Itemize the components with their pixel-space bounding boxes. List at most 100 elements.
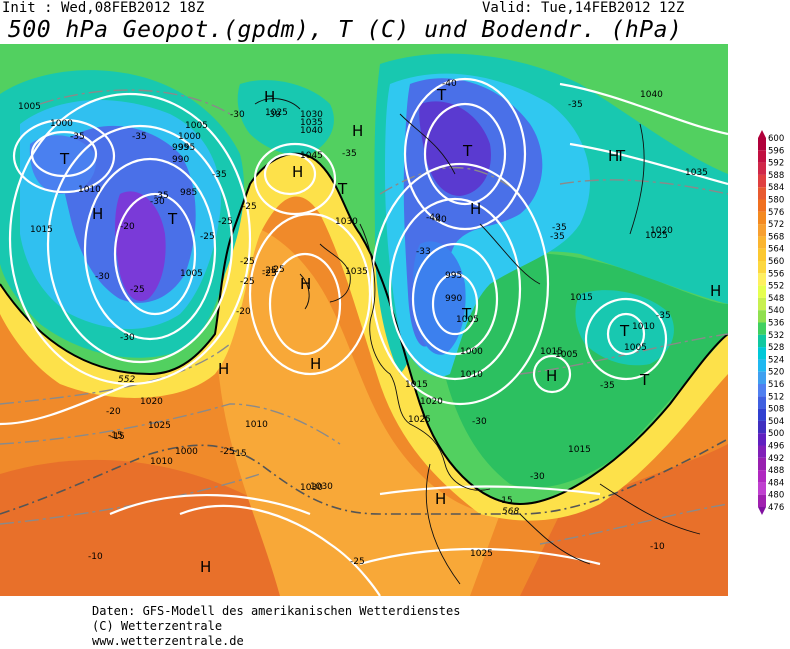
high-pressure-center: H [608,147,619,165]
legend-label: 520 [768,368,784,378]
legend-swatch [758,211,766,225]
legend-label: 548 [768,294,784,304]
pressure-label: 1010 [150,457,173,467]
legend-swatch [758,174,766,188]
pressure-label: 1000 [178,132,201,142]
label-568: 568 [502,507,519,517]
temperature-label: -30 [150,197,165,207]
temperature-label: -25 [218,217,233,227]
legend-label: 492 [768,454,784,464]
field-blue-nw [29,135,96,194]
temperature-label: -30 [266,110,281,120]
pressure-label: 1035 [685,168,708,178]
pressure-label: 1015 [405,380,428,390]
legend-label: 540 [768,306,784,316]
pressure-label: 1010 [78,185,101,195]
pressure-label: 1025 [408,415,431,425]
legend-label: 536 [768,319,784,329]
high-pressure-center: H [300,275,311,293]
pressure-labels: 1005100099599098510101015100099510051010… [18,90,708,559]
legend-label: 532 [768,331,784,341]
high-pressure-center: H [710,282,721,300]
legend-label: 512 [768,392,784,402]
legend-swatch [758,187,766,200]
pressure-label: 1015 [540,347,563,357]
temperature-label: -35 [552,223,567,233]
pressure-label: 1005 [180,269,203,279]
legend-label: 484 [768,478,784,488]
low-pressure-center: T [436,86,447,104]
legend-swatch [758,359,766,372]
temperature-label: -40 [442,79,457,89]
pressure-label: 995 [445,271,462,281]
low-pressure-center: T [461,305,472,323]
coastlines [254,98,701,585]
high-pressure-center: H [310,355,321,373]
temperature-label: -35 [656,311,671,321]
temperature-label: -30 [120,333,135,343]
low-pressure-center: T [619,322,630,340]
temperature-label: -25 [240,257,255,267]
temperature-label: -10 [650,542,665,552]
legend-label: 524 [768,355,784,365]
temperature-label: -30 [230,110,245,120]
footer-credits: Daten: GFS-Modell des amerikanischen Wet… [92,604,460,649]
field-purple-west [115,191,166,302]
pressure-label: 1000 [175,447,198,457]
footer-website[interactable]: www.wetterzentrale.de [92,634,244,648]
temperature-label: -35 [568,100,583,110]
high-pressure-center: H [218,360,229,378]
legend-label: 584 [768,183,784,193]
map-title: 500 hPa Geopot.(gpdm), T (C) und Bodendr… [8,17,683,43]
pressure-label: 1045 [300,151,323,161]
field-teal-arctic [237,80,334,156]
pressure-label: 1000 [460,347,483,357]
pressure-label: 1030 [335,217,358,227]
isobars [0,77,728,596]
temperature-label: -25 [270,265,285,275]
legend-swatch [758,371,766,384]
legend-swatch [758,322,766,335]
footer-data-source: Daten: GFS-Modell des amerikanischen Wet… [92,604,461,618]
temperature-label: -15 [110,432,125,442]
legend-swatch [758,396,766,409]
pressure-label: 990 [172,155,189,165]
legend-swatch [758,310,766,323]
pressure-label: 1005 [555,350,578,360]
temperature-labels: -35 -35-30 -30-35-25-25-20-25-30-25-25-25-… [70,79,671,567]
pressure-label: 985 [180,188,197,198]
low-pressure-center: T [167,210,178,228]
legend-label: 596 [768,146,784,156]
temperature-label: -25 [240,277,255,287]
temperature-label: -20 [106,407,121,417]
temperature-label: -25 [262,269,277,279]
legend-swatch [758,482,766,495]
pressure-label: 1030 [300,483,323,493]
legend-label: 588 [768,171,784,181]
pressure-label: 1010 [632,322,655,332]
temperature-label: -25 [350,557,365,567]
pressure-label: 1025 [265,108,288,118]
legend-label: 592 [768,159,784,169]
legend-swatch [758,273,766,286]
legend-label: 488 [768,466,784,476]
legend-swatch [758,494,766,507]
low-pressure-center: T [615,147,626,165]
pressure-label: 1015 [568,445,591,455]
legend-label: 508 [768,405,784,415]
legend-swatch [758,457,766,471]
pressure-label: 995 [178,143,195,153]
legend-label: 572 [768,220,784,230]
temperature-label: -30 [95,272,110,282]
temperature-label: -30 [472,417,487,427]
legend-label: 528 [768,343,784,353]
temperature-isolines [0,89,728,545]
temperature-label: -15 [108,431,123,441]
temperature-label: -35 [154,191,169,201]
pressure-label: 1035 [300,118,323,128]
temperature-label: -30 [530,472,545,482]
color-legend: 600 596 592 588 584 580 576 572 568 564 560 556 552 5… [758,130,784,515]
pressure-label: 1025 [148,421,171,431]
low-pressure-center: T [59,150,70,168]
